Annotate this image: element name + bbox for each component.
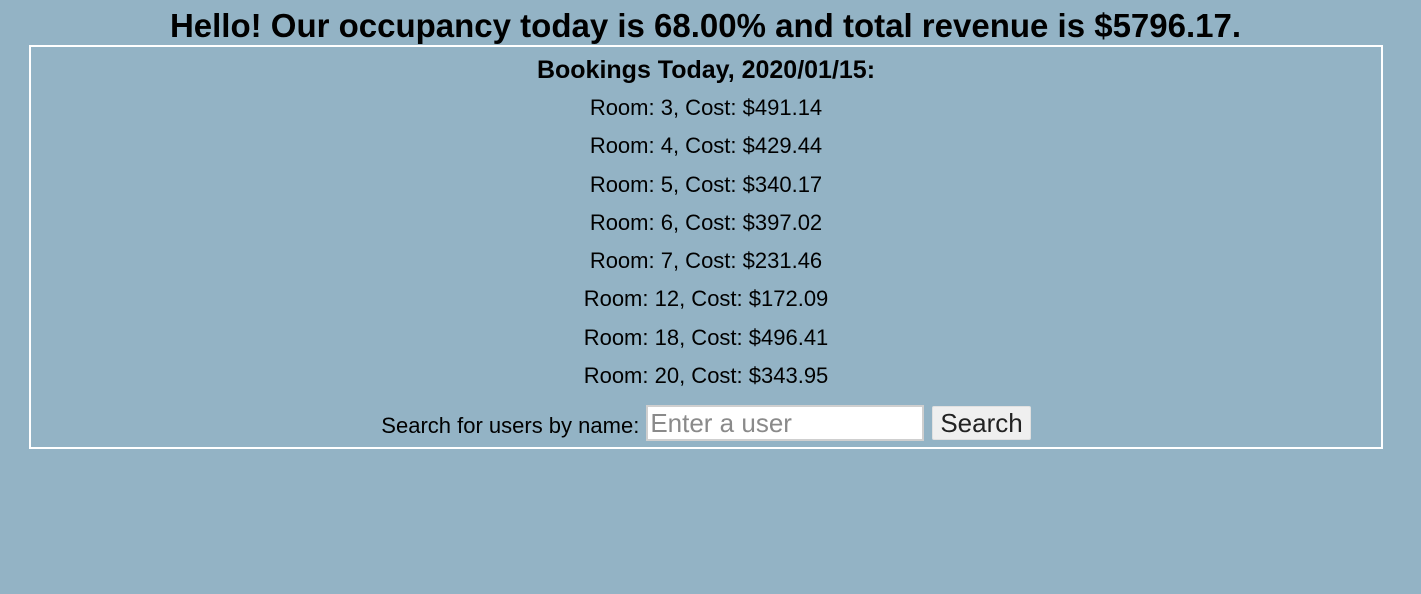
booking-item: Room: 18, Cost: $496.41 [583,324,829,350]
search-button[interactable]: Search [932,406,1031,440]
bookings-list: Room: 3, Cost: $491.14 Room: 4, Cost: $4… [31,93,1381,399]
booking-item: Room: 7, Cost: $231.46 [589,248,823,274]
booking-item: Room: 6, Cost: $397.02 [589,209,823,235]
booking-item: Room: 20, Cost: $343.95 [583,363,829,389]
user-search-form: Search for users by name: Search [31,404,1381,442]
user-search-input[interactable] [646,405,925,441]
booking-item: Room: 3, Cost: $491.14 [589,95,823,120]
search-label: Search for users by name: [381,413,640,438]
bookings-title: Bookings Today, 2020/01/15: [536,56,876,84]
page-headline: Hello! Our occupancy today is 68.00% and… [169,7,1242,44]
booking-item: Room: 4, Cost: $429.44 [589,133,823,159]
booking-item: Room: 5, Cost: $340.17 [589,171,823,197]
booking-item: Room: 12, Cost: $172.09 [583,286,829,312]
bookings-panel: Bookings Today, 2020/01/15: Room: 3, Cos… [29,45,1383,449]
